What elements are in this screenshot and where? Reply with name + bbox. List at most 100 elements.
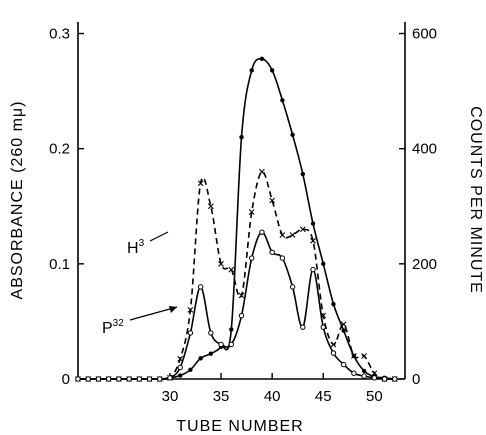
data-point [320, 324, 326, 330]
data-point [300, 171, 306, 177]
data-point [249, 68, 254, 73]
y-left-tick-label: 0.3 [49, 26, 70, 43]
data-point [136, 376, 143, 382]
data-point [177, 364, 183, 371]
data-point [116, 376, 122, 382]
x-tick-label: 50 [366, 388, 383, 405]
data-point [300, 324, 306, 330]
x-axis-title: TUBE NUMBER [176, 418, 303, 435]
data-point [361, 373, 367, 379]
data-point [167, 375, 173, 381]
p32-series [75, 229, 398, 382]
x-tick-label: 40 [264, 388, 281, 405]
y-right-tick-label: 200 [412, 256, 437, 273]
data-point [208, 330, 214, 336]
data-point [126, 376, 132, 382]
data-point [269, 197, 276, 204]
data-point [280, 98, 285, 103]
data-point [238, 312, 245, 319]
series-label-p32: P32 [102, 306, 178, 337]
data-point [290, 132, 295, 138]
data-point [381, 376, 388, 382]
data-point [95, 376, 102, 382]
y-left-tick-label: 0 [62, 371, 70, 388]
data-point [351, 353, 357, 359]
data-point [197, 284, 204, 290]
x-tick-label: 35 [213, 388, 230, 405]
data-point [248, 209, 255, 215]
data-point [279, 255, 286, 261]
data-point [371, 370, 378, 377]
data-point [289, 284, 296, 290]
data-point [75, 376, 81, 382]
data-point [259, 229, 265, 235]
series-label-h3-text: H3 [127, 238, 145, 257]
data-point [321, 261, 326, 267]
data-point [269, 249, 275, 256]
data-point [289, 232, 296, 238]
data-point [157, 376, 163, 382]
h3-series-line [77, 170, 395, 381]
data-point [392, 376, 398, 382]
data-point [330, 341, 337, 348]
data-point [187, 330, 194, 336]
data-point [177, 355, 184, 362]
data-point [239, 134, 244, 140]
data-point [340, 361, 347, 368]
data-point [85, 376, 91, 382]
y-axis-title-left: ABSORBANCE (260 mμ) [9, 101, 26, 300]
data-point [228, 266, 235, 273]
data-point [177, 373, 183, 378]
data-point [238, 292, 245, 299]
series-label-p32-arrowhead [169, 306, 177, 313]
left-axis-ticks: 0 0.1 0.2 0.3 [49, 26, 84, 388]
data-point [197, 180, 204, 187]
y-right-tick-label: 400 [412, 141, 437, 158]
y-right-tick-label: 0 [412, 371, 420, 388]
data-point [299, 226, 306, 233]
y-left-tick-label: 0.1 [49, 256, 70, 273]
data-point [310, 221, 316, 226]
x-axis-ticks: 30 35 40 45 50 [162, 373, 383, 405]
data-point [340, 321, 347, 328]
data-point [351, 370, 357, 376]
data-point [249, 255, 255, 261]
data-point [259, 56, 265, 62]
right-axis-ticks: 0 200 400 600 [399, 26, 437, 388]
series-label-p32-text: P32 [102, 318, 124, 337]
data-point [187, 307, 194, 313]
data-point [146, 376, 153, 382]
data-point [218, 341, 224, 348]
data-point [105, 376, 112, 382]
series-label-p32-leader [129, 306, 178, 321]
data-point [188, 367, 193, 372]
data-point [310, 237, 316, 244]
data-point [207, 203, 214, 210]
y-axis-title-right: COUNTS PER MINUTE [467, 106, 484, 294]
data-point [331, 301, 336, 307]
y-left-tick-label: 0.2 [49, 141, 70, 158]
data-point [361, 368, 367, 374]
data-point [218, 260, 224, 267]
plot-frame [77, 22, 406, 380]
data-point [361, 353, 368, 359]
x-tick-label: 30 [162, 388, 179, 405]
data-point [228, 341, 234, 348]
data-point [341, 328, 346, 333]
h3-series [75, 168, 398, 382]
data-point [310, 266, 316, 273]
data-point [259, 168, 265, 175]
data-point [229, 327, 234, 332]
series-label-h3-leader [149, 231, 169, 242]
y-right-tick-label: 600 [412, 26, 437, 43]
data-point [371, 375, 378, 381]
series-layer [75, 56, 398, 382]
p32-series-line [77, 231, 395, 380]
data-point [208, 351, 214, 356]
data-point [330, 350, 337, 356]
data-point [269, 68, 275, 73]
data-point [198, 356, 203, 361]
data-point [279, 232, 286, 238]
x-tick-label: 45 [315, 388, 332, 405]
